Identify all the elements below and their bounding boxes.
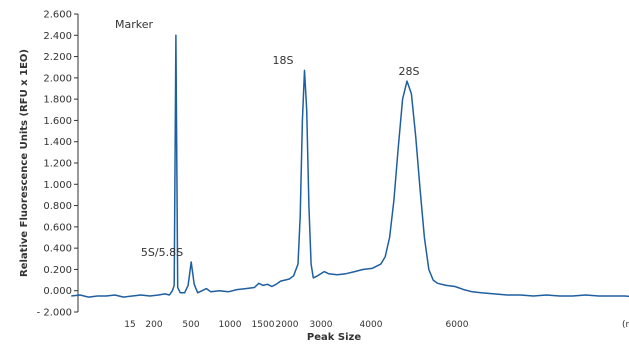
y-tick-label: 1.800 xyxy=(43,95,72,106)
y-tick-label: 0.600 xyxy=(43,222,72,233)
y-tick-label: 2.000 xyxy=(43,73,72,84)
x-tick-label: 15 xyxy=(124,320,135,330)
y-tick-label: 0.400 xyxy=(43,244,72,255)
y-tick-label: 2.600 xyxy=(43,10,72,21)
x-tick-label: 500 xyxy=(182,320,199,330)
peak-label: 28S xyxy=(399,65,420,78)
y-tick-label: 1.400 xyxy=(43,137,72,148)
x-tick-label: 1500 xyxy=(252,320,275,330)
x-tick-label: 1000 xyxy=(219,320,242,330)
x-tick-label: 4000 xyxy=(360,320,383,330)
y-tick-label: 1.200 xyxy=(43,159,72,170)
x-tick-label: (nt) xyxy=(622,320,629,330)
y-tick-label: 1.600 xyxy=(43,116,72,127)
y-tick-label: 2.200 xyxy=(43,52,72,63)
y-tick-label: 0.800 xyxy=(43,201,72,212)
y-axis-label: Relative Fluorescence Units (RFU x 1EO) xyxy=(19,49,30,277)
y-tick-label: 1.000 xyxy=(43,180,72,191)
fluorescence-trace xyxy=(71,34,629,298)
peak-label: 5S/5.8S xyxy=(141,246,183,259)
y-tick-label: 0.200 xyxy=(43,265,72,276)
y-axis: 2.600 2.400 2.200 2.000 1.800 1.600 1.400 1.200… xyxy=(37,10,79,319)
y-tick-label: 0.000 xyxy=(43,286,72,297)
x-tick-label: 2000 xyxy=(276,320,299,330)
x-tick-label: 6000 xyxy=(446,320,469,330)
y-tick-label: - 2.000 xyxy=(37,308,72,319)
peak-annotations: Marker 5S/5.8S 18S 28S xyxy=(115,18,420,259)
y-tick-label: 2.400 xyxy=(43,31,72,42)
x-axis-label: Peak Size xyxy=(307,332,361,343)
x-tick-label: 3000 xyxy=(310,320,333,330)
peak-label: 18S xyxy=(273,54,294,67)
x-tick-label: 200 xyxy=(145,320,162,330)
peak-label: Marker xyxy=(115,18,153,31)
